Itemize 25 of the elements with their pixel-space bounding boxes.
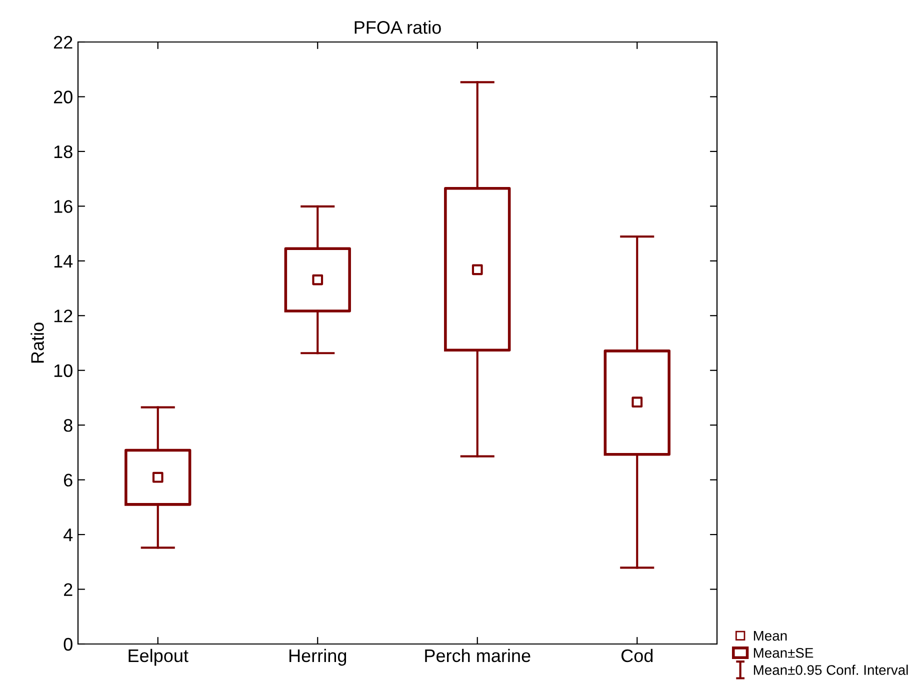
y-tick-label: 22	[54, 36, 72, 49]
y-tick-label: 2	[64, 583, 72, 596]
y-axis-title: Ratio	[30, 322, 44, 363]
x-tick-label: Herring	[290, 648, 346, 666]
y-tick-label: 14	[54, 255, 73, 268]
text: Mean±0.95 Conf. Interval	[754, 664, 908, 675]
y-tick-label: 4	[64, 528, 73, 542]
point	[312, 274, 324, 286]
y-tick-label: 6	[64, 474, 72, 487]
y-tick-label: 16	[54, 200, 72, 213]
y-tick-label: 12	[54, 310, 72, 322]
y-tick-label: 0	[64, 638, 72, 651]
legend-label: Mean	[754, 631, 787, 641]
y-tick-label: 18	[54, 145, 72, 158]
x-tick-label: Eelpout	[128, 648, 188, 666]
y-tick-label: 10	[54, 364, 72, 378]
x-tick-label: Perch marine	[425, 648, 530, 662]
y-tick-label: 8	[64, 419, 72, 432]
chart-title: PFOA ratio	[354, 20, 441, 34]
point	[152, 472, 164, 483]
x-tick-label: Cod	[621, 648, 653, 662]
point	[632, 396, 643, 408]
legend-label: Mean±SE	[754, 648, 814, 658]
y-tick-label: 20	[54, 90, 72, 104]
point	[472, 264, 483, 276]
